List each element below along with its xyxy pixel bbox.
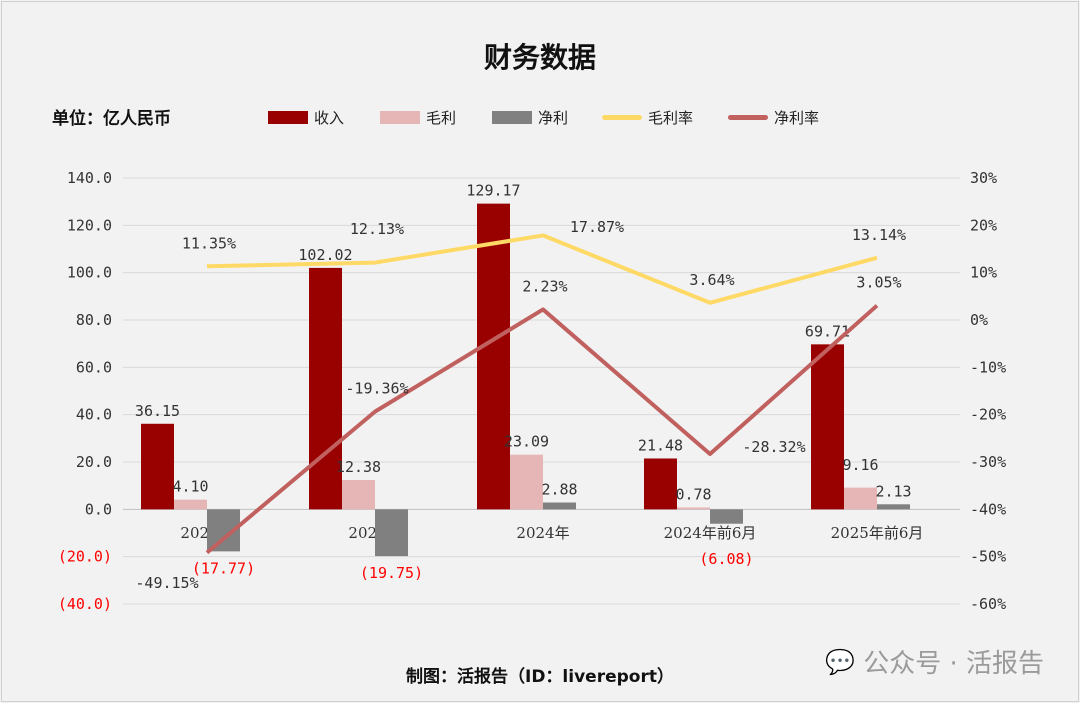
bar-data-label: 2.88 <box>541 481 577 499</box>
bar-收入 <box>811 344 844 510</box>
bar-收入 <box>644 458 677 510</box>
line-data-label: 3.64% <box>689 271 734 289</box>
bar-data-label: 69.71 <box>805 322 850 340</box>
left-tick-label: 80.0 <box>76 311 112 329</box>
category-label: 2024年前6月 <box>664 524 757 542</box>
bar-data-label: (6.08) <box>699 550 753 568</box>
bar-data-label: 23.09 <box>504 433 549 451</box>
bar-data-label: 21.48 <box>638 436 683 454</box>
line-净利率 <box>205 304 879 555</box>
right-tick-label: 20% <box>970 216 997 234</box>
right-tick-label: -40% <box>970 500 1006 518</box>
bar-毛利 <box>510 454 543 510</box>
bar-收入 <box>477 203 510 510</box>
left-tick-label: 40.0 <box>76 406 112 424</box>
bar-毛利 <box>174 499 207 510</box>
line-data-label: -19.36% <box>345 380 408 398</box>
right-tick-label: -30% <box>970 453 1006 471</box>
legend-label: 净利 <box>538 109 569 127</box>
left-tick-label: 60.0 <box>76 358 112 376</box>
legend-swatch <box>602 115 642 120</box>
legend-item-4: 净利率 <box>728 107 819 128</box>
legend-swatch <box>492 111 532 124</box>
bar-data-label: (19.75) <box>360 564 423 582</box>
left-tick-label: 140.0 <box>67 169 112 187</box>
bar-毛利 <box>844 487 877 510</box>
footer-credit: 制图：活报告（ID：livereport） <box>406 667 674 687</box>
unit-label: 单位：亿人民币 <box>52 109 171 129</box>
chart-title: 财务数据 <box>483 41 596 74</box>
right-tick-label: -20% <box>970 406 1006 424</box>
left-tick-label: (20.0) <box>58 548 112 566</box>
legend-label: 毛利率 <box>648 109 694 127</box>
legend-label: 收入 <box>314 109 345 127</box>
bar-毛利 <box>342 480 375 510</box>
right-tick-label: -50% <box>970 548 1006 566</box>
line-data-label: 11.35% <box>182 234 236 252</box>
line-data-label: 17.87% <box>570 218 624 236</box>
legend-item-0: 收入 <box>268 107 344 128</box>
line-data-label: 13.14% <box>852 226 906 244</box>
legend-item-2: 净利 <box>492 107 568 128</box>
legend-swatch <box>728 115 768 120</box>
watermark-text: 公众号 · 活报告 <box>863 649 1044 679</box>
right-tick-label: 0% <box>970 311 988 329</box>
right-tick-label: -10% <box>970 358 1006 376</box>
bar-data-label: 9.16 <box>842 456 878 474</box>
line-data-label: 2.23% <box>522 277 567 295</box>
bar-data-label: 36.15 <box>135 402 180 420</box>
bar-净利 <box>710 509 743 524</box>
category-label: 2024年 <box>516 524 569 542</box>
bar-data-label: 102.02 <box>298 246 352 264</box>
left-tick-label: 120.0 <box>67 216 112 234</box>
left-tick-label: 100.0 <box>67 264 112 282</box>
bar-净利 <box>375 509 408 557</box>
bar-data-label: 2.13 <box>875 482 911 500</box>
watermark: 💬 公众号 · 活报告 <box>825 643 1044 680</box>
category-label: 2025年前6月 <box>831 524 924 542</box>
bar-data-label: 4.10 <box>172 478 208 496</box>
right-tick-label: 10% <box>970 264 997 282</box>
bar-收入 <box>141 423 174 510</box>
legend-item-1: 毛利 <box>380 107 456 128</box>
bar-净利 <box>543 502 576 510</box>
legend-swatch <box>268 111 308 124</box>
legend-label: 毛利 <box>426 109 457 127</box>
left-tick-label: (40.0) <box>58 595 112 613</box>
bar-净利 <box>877 504 910 510</box>
wechat-icon: 💬 <box>825 647 856 676</box>
left-tick-label: 20.0 <box>76 453 112 471</box>
left-tick-label: 0.0 <box>85 500 112 518</box>
bar-data-label: (17.77) <box>192 559 255 577</box>
legend-swatch <box>380 111 420 124</box>
line-data-label: -28.32% <box>742 438 805 456</box>
line-data-label: 3.05% <box>856 274 901 292</box>
legend-label: 净利率 <box>774 109 820 127</box>
bar-毛利 <box>677 507 710 510</box>
bar-data-label: 129.17 <box>466 182 520 200</box>
bar-data-label: 12.38 <box>336 458 381 476</box>
legend-item-3: 毛利率 <box>602 107 693 128</box>
bar-收入 <box>309 267 342 510</box>
bar-data-label: 0.78 <box>675 485 711 503</box>
line-data-label: 12.13% <box>350 220 404 238</box>
right-tick-label: -60% <box>970 595 1006 613</box>
line-data-label: -49.15% <box>135 574 198 592</box>
right-tick-label: 30% <box>970 169 997 187</box>
